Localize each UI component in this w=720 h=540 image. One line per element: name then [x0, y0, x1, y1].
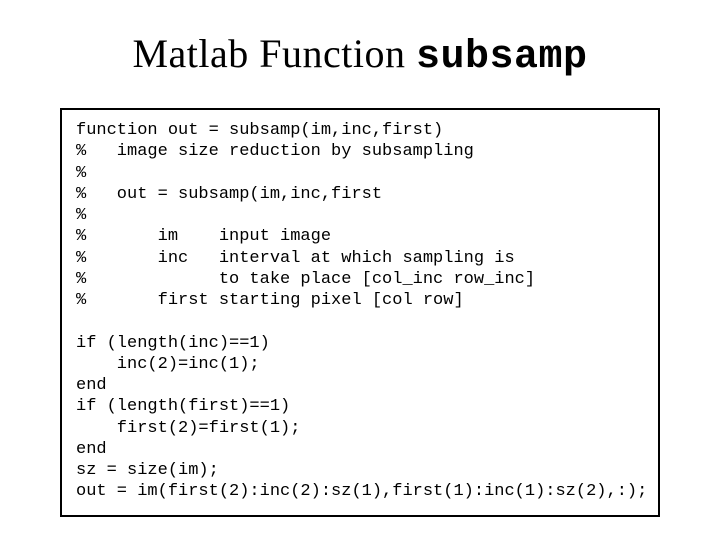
title-prefix: Matlab Function — [132, 31, 416, 76]
slide: Matlab Function subsamp function out = s… — [0, 0, 720, 540]
title-mono: subsamp — [416, 35, 588, 80]
code-block: function out = subsamp(im,inc,first) % i… — [60, 108, 660, 517]
slide-title: Matlab Function subsamp — [60, 30, 660, 80]
